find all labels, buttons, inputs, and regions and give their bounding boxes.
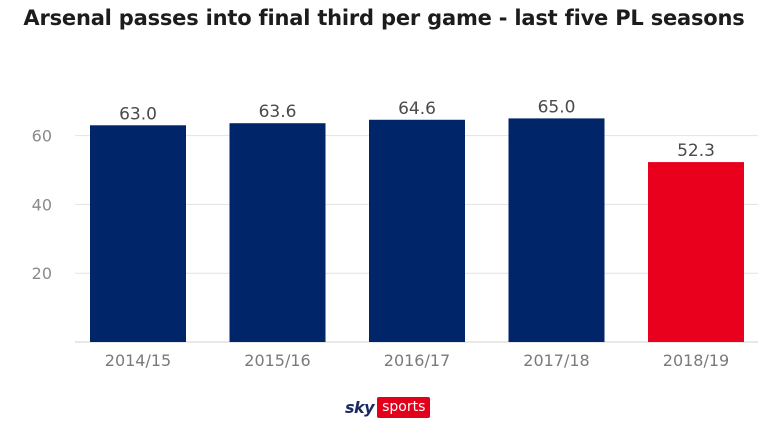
bar (648, 162, 744, 342)
data-label: 64.6 (398, 99, 436, 119)
bar (90, 125, 186, 342)
data-label: 52.3 (677, 141, 715, 161)
bar (229, 123, 326, 342)
y-tick-label: 20 (32, 264, 52, 283)
x-tick-label: 2016/17 (384, 351, 450, 370)
bar (508, 118, 605, 343)
x-tick-label: 2018/19 (663, 351, 729, 370)
sky-sports-logo: sky sports (342, 397, 431, 418)
x-tick-label: 2015/16 (244, 351, 310, 370)
y-tick-label: 40 (32, 195, 52, 214)
chart-title: Arsenal passes into final third per game… (23, 6, 745, 30)
bar (369, 119, 465, 342)
logo-sports-text: sports (377, 397, 431, 418)
y-tick-label: 60 (32, 127, 52, 146)
x-tick-label: 2017/18 (523, 351, 589, 370)
data-label: 63.0 (119, 104, 157, 124)
x-tick-label: 2014/15 (105, 351, 171, 370)
logo-sky-text: sky (342, 397, 378, 418)
data-label: 65.0 (538, 97, 576, 117)
data-label: 63.6 (259, 102, 297, 122)
